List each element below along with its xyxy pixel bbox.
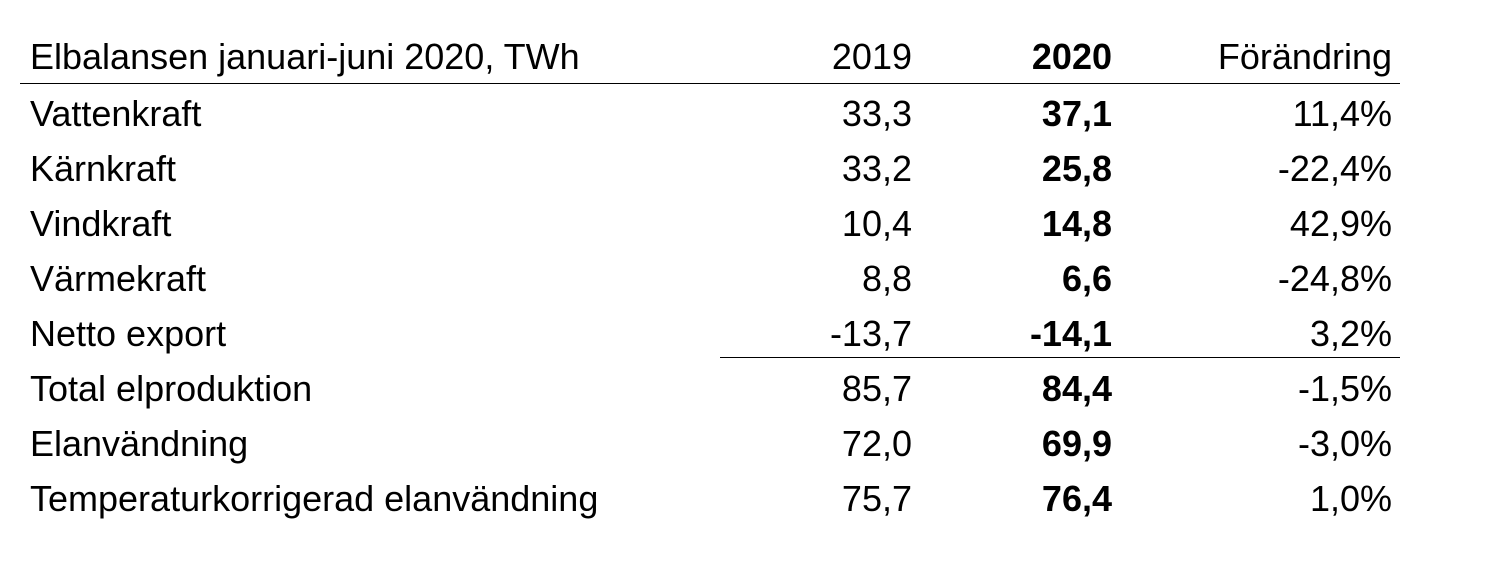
header-2019: 2019 [831, 36, 912, 77]
row-change: -24,8% [1277, 258, 1392, 299]
header-divider [20, 83, 1400, 84]
table-row: Vindkraft 10,4 14,8 42,9% [0, 196, 1488, 251]
row-change: 3,2% [1309, 313, 1392, 354]
row-value-2020: 37,1 [1041, 93, 1112, 134]
table-row: Värmekraft 8,8 6,6 -24,8% [0, 251, 1488, 306]
row-label: Kärnkraft [30, 148, 177, 189]
row-value-2020: 69,9 [1041, 423, 1112, 464]
row-change: 1,0% [1309, 478, 1392, 519]
table-row: Kärnkraft 33,2 25,8 -22,4% [0, 141, 1488, 196]
row-value-2020: 14,8 [1041, 203, 1112, 244]
row-value-2019: -13,7 [829, 313, 912, 354]
row-value-2020: 25,8 [1041, 148, 1112, 189]
row-value-2019: 72,0 [841, 423, 912, 464]
header-2020: 2020 [1031, 36, 1112, 77]
row-label: Vattenkraft [30, 93, 202, 134]
row-label: Temperaturkorrigerad elanvändning [30, 478, 599, 519]
table-row: Total elproduktion 85,7 84,4 -1,5% [0, 361, 1488, 416]
row-change: -3,0% [1297, 423, 1392, 464]
row-value-2019: 85,7 [841, 368, 912, 409]
header-row: Elbalansen januari-juni 2020, TWh 2019 2… [0, 29, 1488, 84]
table-row: Netto export -13,7 -14,1 3,2% [0, 306, 1488, 361]
row-label: Netto export [30, 313, 227, 354]
row-value-2020: 6,6 [1061, 258, 1112, 299]
row-value-2019: 10,4 [841, 203, 912, 244]
table-row: Elanvändning 72,0 69,9 -3,0% [0, 416, 1488, 471]
subtotal-divider [720, 357, 1400, 358]
row-value-2020: 84,4 [1041, 368, 1112, 409]
table-row: Temperaturkorrigerad elanvändning 75,7 7… [0, 471, 1488, 526]
row-value-2019: 33,2 [841, 148, 912, 189]
table-title: Elbalansen januari-juni 2020, TWh [30, 36, 580, 77]
row-label: Elanvändning [30, 423, 249, 464]
row-label: Total elproduktion [30, 368, 313, 409]
row-change: -22,4% [1277, 148, 1392, 189]
row-label: Vindkraft [30, 203, 172, 244]
row-value-2020: 76,4 [1041, 478, 1112, 519]
row-change: -1,5% [1297, 368, 1392, 409]
row-label: Värmekraft [30, 258, 207, 299]
table-row: Vattenkraft 33,3 37,1 11,4% [0, 86, 1488, 141]
row-value-2019: 75,7 [841, 478, 912, 519]
row-change: 11,4% [1292, 93, 1392, 134]
header-change: Förändring [1217, 36, 1392, 77]
row-value-2019: 33,3 [841, 93, 912, 134]
row-value-2019: 8,8 [861, 258, 912, 299]
row-change: 42,9% [1289, 203, 1392, 244]
row-value-2020: -14,1 [1029, 313, 1112, 354]
